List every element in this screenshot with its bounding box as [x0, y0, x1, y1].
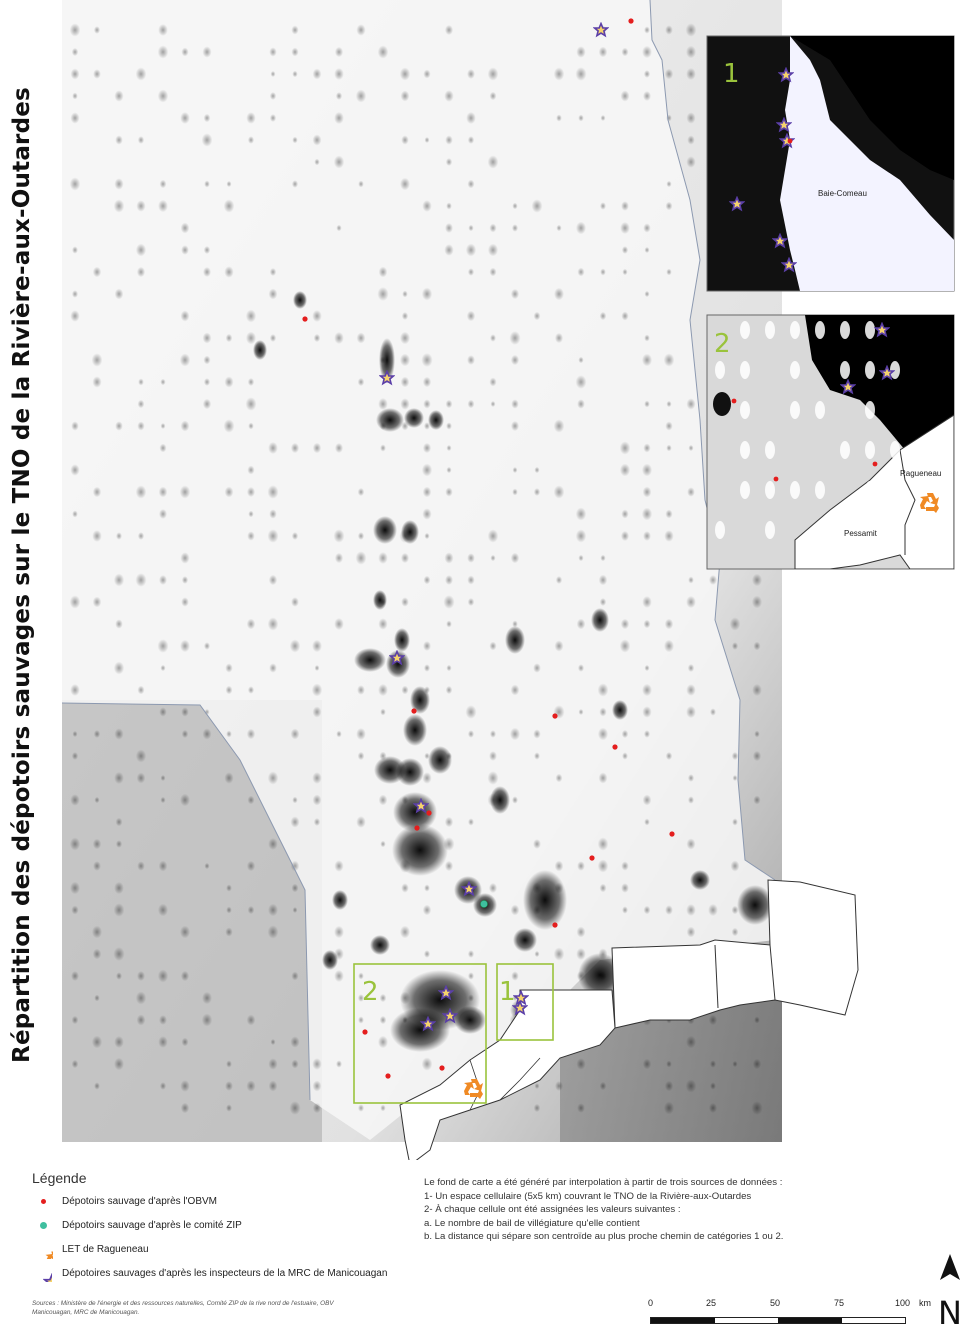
- obvm-dump-point: [787, 138, 793, 144]
- legend-item-let: LET de Ragueneau: [32, 1240, 412, 1258]
- inset-2-number: 2: [362, 977, 379, 1007]
- legend-label-mrc: Dépotoires sauvages d'après les inspecte…: [62, 1267, 388, 1279]
- star-icon: [32, 1264, 54, 1282]
- interpolated-surface: [69, 23, 763, 1115]
- legend-label-obvm: Dépotoirs sauvage d'après l'OBVM: [62, 1195, 218, 1207]
- obvm-dump-point: [872, 461, 878, 467]
- obvm-dump-point: [773, 476, 779, 482]
- inset-markers: [729, 67, 939, 513]
- obvm-dump-point: [362, 1029, 368, 1035]
- north-label: N: [938, 1294, 961, 1325]
- north-arrow-icon: N: [938, 1254, 961, 1325]
- sources-text: Sources : Ministère de l'énergie et des …: [32, 1300, 334, 1316]
- inset-2-title: 2: [714, 329, 731, 359]
- note-line: 2- À chaque cellule ont été assignées le…: [424, 1204, 681, 1215]
- inset-1-frame: [496, 963, 554, 1041]
- main-markers: [302, 18, 675, 1099]
- scale-tick-25: 25: [706, 1298, 717, 1308]
- note-line: 1- Un espace cellulaire (5x5 km) couvran…: [424, 1190, 752, 1202]
- scale-tick-100: 100: [895, 1298, 911, 1308]
- obvm-dump-point: [628, 18, 634, 24]
- scale-tick-50: 50: [770, 1298, 781, 1308]
- recycle-icon: [32, 1240, 54, 1258]
- method-notes: Le fond de carte a été généré par interp…: [424, 1176, 894, 1244]
- obvm-dump-point: [552, 713, 558, 719]
- note-line: a. Le nombre de bail de villégiature qu'…: [424, 1217, 640, 1229]
- legend-item-mrc: Dépotoires sauvages d'après les inspecte…: [32, 1264, 412, 1282]
- scale-track: [650, 1317, 906, 1324]
- obvm-dump-point: [302, 316, 308, 322]
- main-map: [62, 0, 782, 1142]
- inset-1-number: 1: [499, 977, 516, 1007]
- red-dot-icon: [32, 1192, 54, 1210]
- scale-tick-75: 75: [834, 1298, 845, 1308]
- obvm-dump-point: [552, 922, 558, 928]
- inset-1-map: 1 Baie-Comeau: [706, 35, 955, 292]
- obvm-dump-point: [612, 744, 618, 750]
- scale-tick-0: 0: [648, 1298, 654, 1308]
- legend-item-zip: Dépotoirs sauvage d'après le comité ZIP: [32, 1216, 412, 1234]
- obvm-dump-point: [426, 810, 432, 816]
- inset-2-map: 2 Ragueneau Pessamit: [706, 314, 955, 570]
- note-line: b. La distance qui sépare son centroïde …: [424, 1231, 784, 1242]
- scale-bar: 0 25 50 75 100 km: [648, 1298, 948, 1325]
- obvm-dump-point: [439, 1065, 445, 1071]
- note-line: Le fond de carte a été généré par interp…: [424, 1177, 783, 1188]
- inset-2-frame: [353, 963, 487, 1104]
- legend-label-let: LET de Ragueneau: [62, 1243, 149, 1255]
- zip-dump-point: [480, 900, 488, 908]
- obvm-dump-point: [385, 1073, 391, 1079]
- map-canvas: 2 1 1 Baie-Comeau 2 Ragueneau Pessamit: [62, 0, 955, 1160]
- legend-label-zip: Dépotoirs sauvage d'après le comité ZIP: [62, 1219, 242, 1231]
- inset-1-title: 1: [723, 59, 740, 89]
- teal-dot-icon: [32, 1216, 54, 1234]
- obvm-dump-point: [411, 708, 417, 714]
- legend: Légende Dépotoirs sauvage d'après l'OBVM…: [32, 1170, 412, 1288]
- label-baie-comeau: Baie-Comeau: [818, 189, 867, 198]
- municipalities: [399, 879, 859, 1160]
- scale-unit: km: [919, 1298, 931, 1308]
- obvm-dump-point: [414, 825, 420, 831]
- legend-item-obvm: Dépotoirs sauvage d'après l'OBVM: [32, 1192, 412, 1210]
- label-ragueneau: Ragueneau: [900, 469, 941, 478]
- obvm-dump-point: [669, 831, 675, 837]
- label-pessamit: Pessamit: [844, 529, 878, 538]
- legend-title: Légende: [32, 1170, 87, 1186]
- obvm-dump-point: [589, 855, 595, 861]
- obvm-dump-point: [731, 398, 737, 404]
